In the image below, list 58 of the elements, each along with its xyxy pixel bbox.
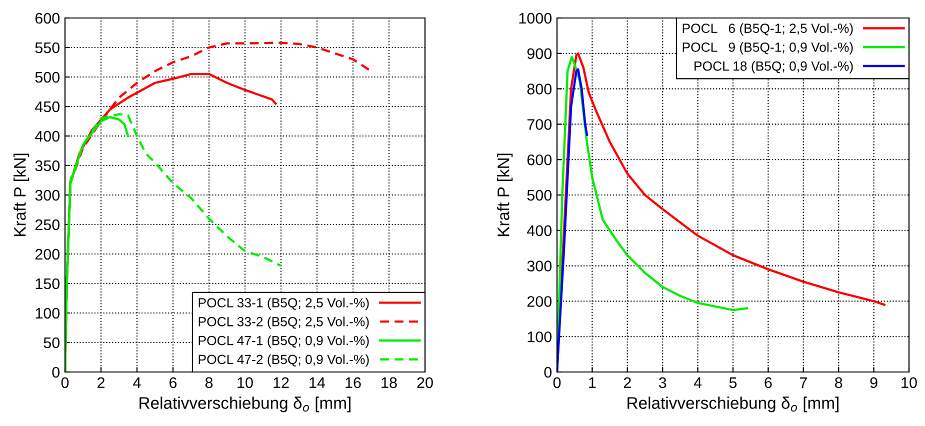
x-tick-label: 4 <box>133 377 141 388</box>
y-axis-title: Kraft P [kN] <box>497 154 513 236</box>
y-tick-label: 550 <box>35 42 60 54</box>
y-tick-label: 600 <box>35 12 60 24</box>
x-tick-label: 7 <box>800 377 807 388</box>
x-axis-title: Relativverschiebung δ$_{o}$ [mm] <box>628 396 838 412</box>
x-tick-label: 4 <box>694 377 702 388</box>
x-tick-label: 2 <box>624 377 631 388</box>
x-tick-label: 16 <box>346 377 361 388</box>
x-tick-label: 10 <box>902 377 917 388</box>
y-tick-label: 200 <box>527 296 552 307</box>
y-tick-label: 450 <box>35 101 60 112</box>
y-tick-label: 50 <box>44 337 60 348</box>
x-tick-label: 20 <box>417 377 433 388</box>
y-tick-label: 400 <box>35 130 60 142</box>
y-tick-label: 500 <box>527 190 552 201</box>
y-tick-label: 0 <box>52 366 60 378</box>
x-tick-label: 3 <box>658 377 666 388</box>
y-tick-label: 200 <box>35 248 60 260</box>
y-tick-label: 1000 <box>519 12 552 24</box>
x-axis-title: Relativverschiebung δ$_{o}$ [mm] <box>140 396 350 412</box>
y-tick-label: 350 <box>35 160 60 172</box>
x-tick-label: 12 <box>274 377 289 388</box>
x-tick-label: 8 <box>835 377 842 388</box>
y-tick-label: 100 <box>528 331 552 342</box>
x-tick-label: 6 <box>170 377 177 388</box>
x-tick-label: 6 <box>764 377 772 388</box>
x-tick-label: 10 <box>238 377 253 388</box>
y-axis-title: Kraft P [kN] <box>14 154 30 236</box>
legend-label: POCL 47-2 (B5Q; 0,9 Vol.-%) <box>198 354 369 367</box>
x-tick-label: 1 <box>589 377 596 388</box>
y-tick-label: 600 <box>527 154 552 166</box>
x-tick-label: 14 <box>310 377 326 388</box>
x-tick-label: 9 <box>870 377 878 388</box>
y-tick-label: 900 <box>527 48 552 60</box>
legend-label: POCL 33-2 (B5Q; 2,5 Vol.-%) <box>198 316 369 329</box>
y-tick-label: 0 <box>544 366 552 378</box>
y-tick-label: 150 <box>36 278 60 290</box>
x-tick-label: 5 <box>729 377 737 388</box>
legend-label: POCL 6 (B5Q-1; 2,5 Vol.-%) <box>682 23 853 36</box>
y-tick-label: 300 <box>527 260 552 272</box>
x-tick-label: 8 <box>205 377 213 388</box>
x-tick-label: 18 <box>382 377 397 388</box>
legend-label: POCL 18 (B5Q; 0,9 Vol.-%) <box>694 61 853 74</box>
y-tick-label: 400 <box>527 225 552 236</box>
legend-label: POCL 33-1 (B5Q; 2,5 Vol.-%) <box>198 298 369 310</box>
legend-label: POCL 9 (B5Q-1; 0,9 Vol.-%) <box>682 42 853 54</box>
y-tick-label: 300 <box>35 190 60 201</box>
y-tick-label: 250 <box>35 219 60 230</box>
x-tick-label: 2 <box>98 377 104 388</box>
x-tick-label: 0 <box>553 377 561 388</box>
y-tick-label: 700 <box>527 119 552 130</box>
y-tick-label: 100 <box>36 308 60 319</box>
x-tick-label: 0 <box>61 377 69 388</box>
y-tick-label: 800 <box>527 84 552 94</box>
y-tick-label: 500 <box>35 72 60 83</box>
legend-label: POCL 47-1 (B5Q; 0,9 Vol.-%) <box>198 336 369 348</box>
line-series <box>557 68 588 372</box>
